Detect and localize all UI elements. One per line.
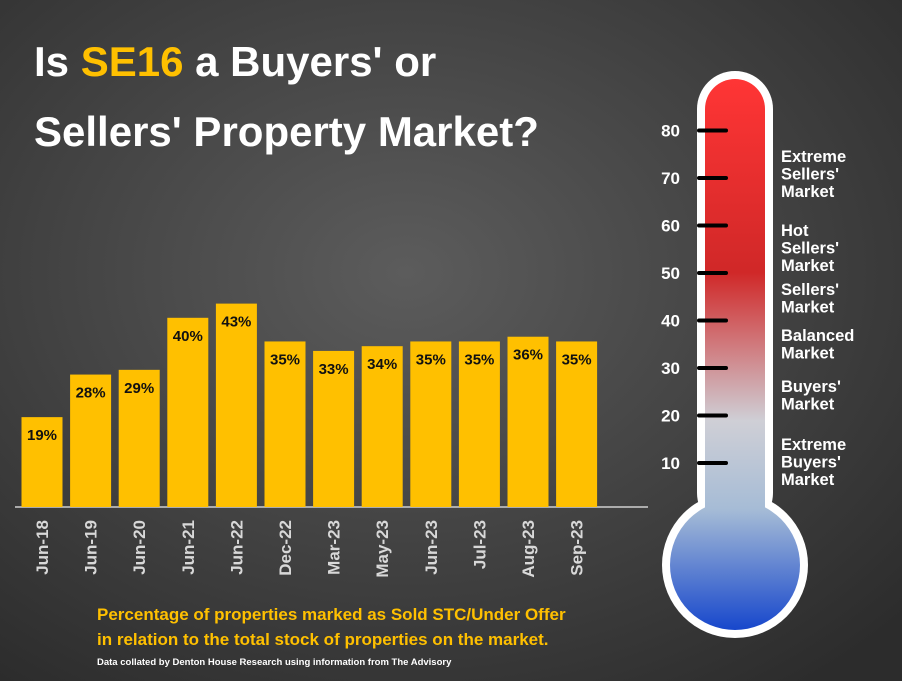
tick-label: 20 (661, 407, 680, 426)
value-label: 28% (76, 385, 106, 402)
caption: in relation to the total stock of proper… (97, 630, 549, 649)
x-tick-label: Aug-23 (519, 520, 538, 578)
tick-label: 60 (661, 217, 680, 236)
x-tick-label: Mar-23 (325, 520, 344, 575)
zone-label: Sellers' (781, 240, 839, 258)
x-tick-label: Dec-22 (276, 520, 295, 576)
zone-label: Sellers' (781, 281, 839, 299)
x-tick-label: Jun-18 (33, 520, 52, 575)
value-label: 36% (513, 347, 543, 364)
zone-label: Market (781, 396, 835, 414)
title-part: Is (34, 38, 69, 85)
zone-label: Balanced (781, 327, 854, 345)
bar (70, 374, 112, 507)
value-label: 43% (221, 314, 251, 331)
title-part: a Buyers' or (195, 38, 436, 85)
zone-label: Extreme (781, 148, 846, 166)
zone-label: Market (781, 183, 835, 201)
bar (215, 303, 257, 507)
bar (507, 336, 549, 507)
x-tick-label: Jun-20 (130, 520, 149, 575)
value-label: 40% (173, 328, 203, 345)
bar (21, 417, 63, 507)
tick-label: 30 (661, 359, 680, 378)
tick-label: 40 (661, 312, 680, 331)
x-tick-label: Jun-19 (82, 520, 101, 575)
value-label: 35% (270, 351, 300, 368)
value-label: 33% (319, 361, 349, 378)
bar (458, 341, 500, 507)
title-highlight: SE16 (81, 38, 184, 85)
zone-label: Extreme (781, 436, 846, 454)
zone-label: Market (781, 299, 835, 317)
zone-label: Hot (781, 222, 809, 240)
x-tick-label: Jul-23 (470, 520, 489, 569)
tick-label: 10 (661, 454, 680, 473)
x-tick-label: Sep-23 (568, 520, 587, 576)
bar (118, 369, 160, 507)
bar (410, 341, 452, 507)
value-label: 35% (416, 351, 446, 368)
x-tick-label: Jun-22 (227, 520, 246, 575)
caption: Percentage of properties marked as Sold … (97, 605, 566, 624)
zone-label: Market (781, 471, 835, 489)
tick-label: 50 (661, 264, 680, 283)
source: Data collated by Denton House Research u… (97, 657, 452, 668)
title: Sellers' Property Market? (34, 108, 539, 155)
zone-label: Sellers' (781, 166, 839, 184)
zone-label: Market (781, 345, 835, 363)
title: Is SE16 a Buyers' or (34, 38, 436, 85)
x-tick-label: Jun-21 (179, 520, 198, 575)
tick-label: 80 (661, 122, 680, 141)
value-label: 29% (124, 380, 154, 397)
value-label: 34% (367, 356, 397, 373)
bar (264, 341, 306, 507)
zone-label: Buyers' (781, 454, 841, 472)
tube (705, 79, 765, 539)
zone-label: Market (781, 257, 835, 275)
tick-label: 70 (661, 169, 680, 188)
zone-label: Buyers' (781, 378, 841, 396)
x-tick-label: Jun-23 (422, 520, 441, 575)
value-label: 35% (562, 351, 592, 368)
bar (167, 317, 209, 507)
value-label: 35% (464, 351, 494, 368)
value-label: 19% (27, 427, 57, 444)
bar (313, 350, 355, 507)
bulb (670, 500, 800, 630)
x-tick-label: May-23 (373, 520, 392, 578)
thermometer (662, 71, 808, 638)
bar (556, 341, 598, 507)
bar (361, 346, 403, 507)
